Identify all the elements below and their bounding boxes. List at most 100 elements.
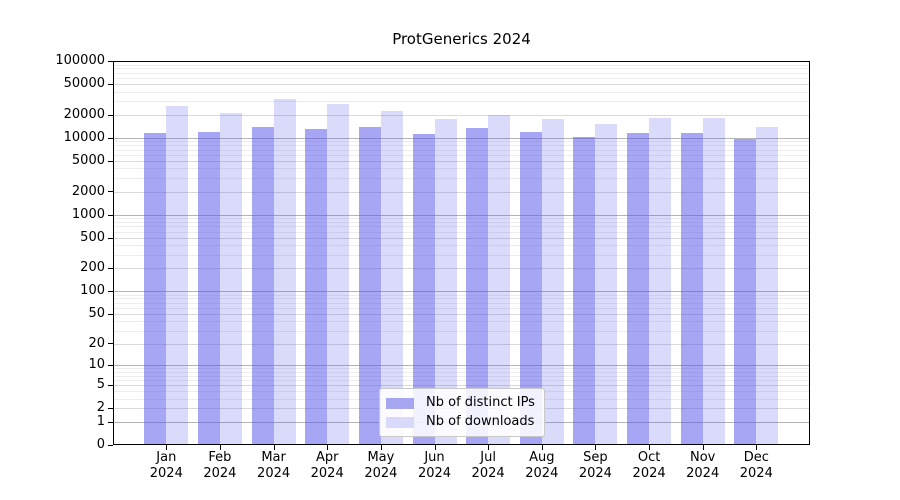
x-tick-year: 2024 — [632, 466, 666, 481]
gridline — [113, 141, 810, 143]
legend-item-downloads: Nb of downloads — [386, 414, 536, 430]
y-tick — [108, 445, 113, 446]
y-tick — [108, 268, 113, 269]
bar-ips-sep — [573, 136, 596, 445]
x-tick-label: Sep 2024 — [568, 450, 622, 482]
legend-swatch-downloads — [386, 416, 414, 428]
x-tick-year: 2024 — [149, 466, 183, 481]
gridline — [113, 371, 810, 373]
y-tick-label: 2 — [96, 400, 105, 416]
y-tick-label: 1 — [96, 413, 105, 429]
y-tick-label: 5000 — [71, 152, 105, 168]
bar-ips-jul — [466, 127, 489, 445]
gridline — [113, 160, 810, 162]
x-tick-month: Jan — [156, 450, 177, 465]
y-tick-label: 20 — [88, 335, 105, 351]
bar-downloads-jun — [434, 118, 457, 445]
x-tick-month: Feb — [208, 450, 232, 465]
bar-ips-oct — [627, 132, 650, 445]
x-tick-label: Nov 2024 — [676, 450, 730, 482]
x-tick-label: Aug 2024 — [515, 450, 569, 482]
gridline — [113, 380, 810, 382]
x-tick-year: 2024 — [739, 466, 773, 481]
y-tick-label: 5 — [96, 377, 105, 393]
y-tick — [108, 385, 113, 386]
legend-label-downloads: Nb of downloads — [426, 414, 535, 429]
gridline — [113, 237, 810, 239]
y-tick-label: 20000 — [63, 106, 105, 122]
gridline — [113, 365, 810, 366]
y-tick — [108, 215, 113, 216]
gridline — [113, 154, 810, 156]
gridline — [113, 177, 810, 179]
gridline — [113, 268, 810, 270]
bar-ips-nov — [680, 132, 703, 445]
gridline — [113, 114, 810, 116]
gridline — [113, 149, 810, 151]
gridline — [113, 214, 810, 216]
x-tick-year: 2024 — [310, 466, 344, 481]
gridline — [113, 68, 810, 70]
gridline — [113, 191, 810, 193]
x-tick-label: Jun 2024 — [408, 450, 462, 482]
x-tick-year: 2024 — [203, 466, 237, 481]
y-tick-label: 0 — [96, 437, 105, 452]
gridline — [113, 245, 810, 247]
bar-downloads-aug — [541, 118, 564, 445]
x-tick-label: Oct 2024 — [622, 450, 676, 482]
plot-area: Nb of distinct IPs Nb of downloads — [113, 61, 810, 445]
y-tick-label: 10 — [88, 357, 105, 372]
y-tick — [108, 161, 113, 162]
bar-ips-aug — [519, 132, 542, 445]
x-tick — [381, 445, 382, 450]
x-tick-year: 2024 — [525, 466, 559, 481]
x-tick — [756, 445, 757, 450]
x-tick-label: Feb 2024 — [193, 450, 247, 482]
legend-item-distinct-ips: Nb of distinct IPs — [386, 395, 536, 411]
legend-label-distinct-ips: Nb of distinct IPs — [426, 395, 535, 410]
gridline — [113, 330, 810, 332]
bar-ips-mar — [251, 127, 274, 445]
x-tick — [327, 445, 328, 450]
gridline — [113, 231, 810, 233]
gridline — [113, 343, 810, 345]
gridline — [113, 222, 810, 223]
bar-downloads-feb — [219, 113, 242, 445]
y-tick — [108, 191, 113, 192]
y-tick — [108, 408, 113, 409]
gridline — [113, 254, 810, 256]
x-tick-month: Sep — [583, 450, 608, 465]
y-tick — [108, 365, 113, 366]
gridline — [113, 226, 810, 228]
gridline — [113, 307, 810, 309]
x-tick — [166, 445, 167, 450]
gridline — [113, 64, 810, 66]
x-tick-month: Jul — [480, 450, 496, 465]
y-tick — [108, 314, 113, 315]
x-tick-month: Apr — [315, 450, 339, 465]
bar-downloads-jul — [488, 114, 511, 445]
x-tick — [542, 445, 543, 450]
bar-ips-jan — [144, 133, 167, 445]
gridline — [113, 313, 810, 315]
y-tick — [108, 115, 113, 116]
y-tick-label: 50 — [88, 305, 105, 321]
bars-layer — [113, 61, 810, 445]
gridline — [113, 368, 810, 370]
bar-ips-apr — [305, 128, 328, 445]
bar-downloads-nov — [702, 118, 725, 445]
bar-downloads-dec — [756, 126, 779, 445]
x-tick — [595, 445, 596, 450]
x-tick-label: May 2024 — [354, 450, 408, 482]
y-tick — [108, 84, 113, 85]
bar-downloads-sep — [595, 124, 618, 445]
x-tick-month: Aug — [529, 450, 555, 465]
x-tick — [703, 445, 704, 450]
y-tick-label: 200 — [80, 260, 105, 276]
legend: Nb of distinct IPs Nb of downloads — [379, 388, 545, 437]
y-tick-label: 1000 — [71, 206, 105, 222]
x-tick-label: Jan 2024 — [139, 450, 193, 482]
gridline — [113, 168, 810, 170]
y-tick-label: 50000 — [63, 76, 105, 92]
gridline — [113, 145, 810, 147]
